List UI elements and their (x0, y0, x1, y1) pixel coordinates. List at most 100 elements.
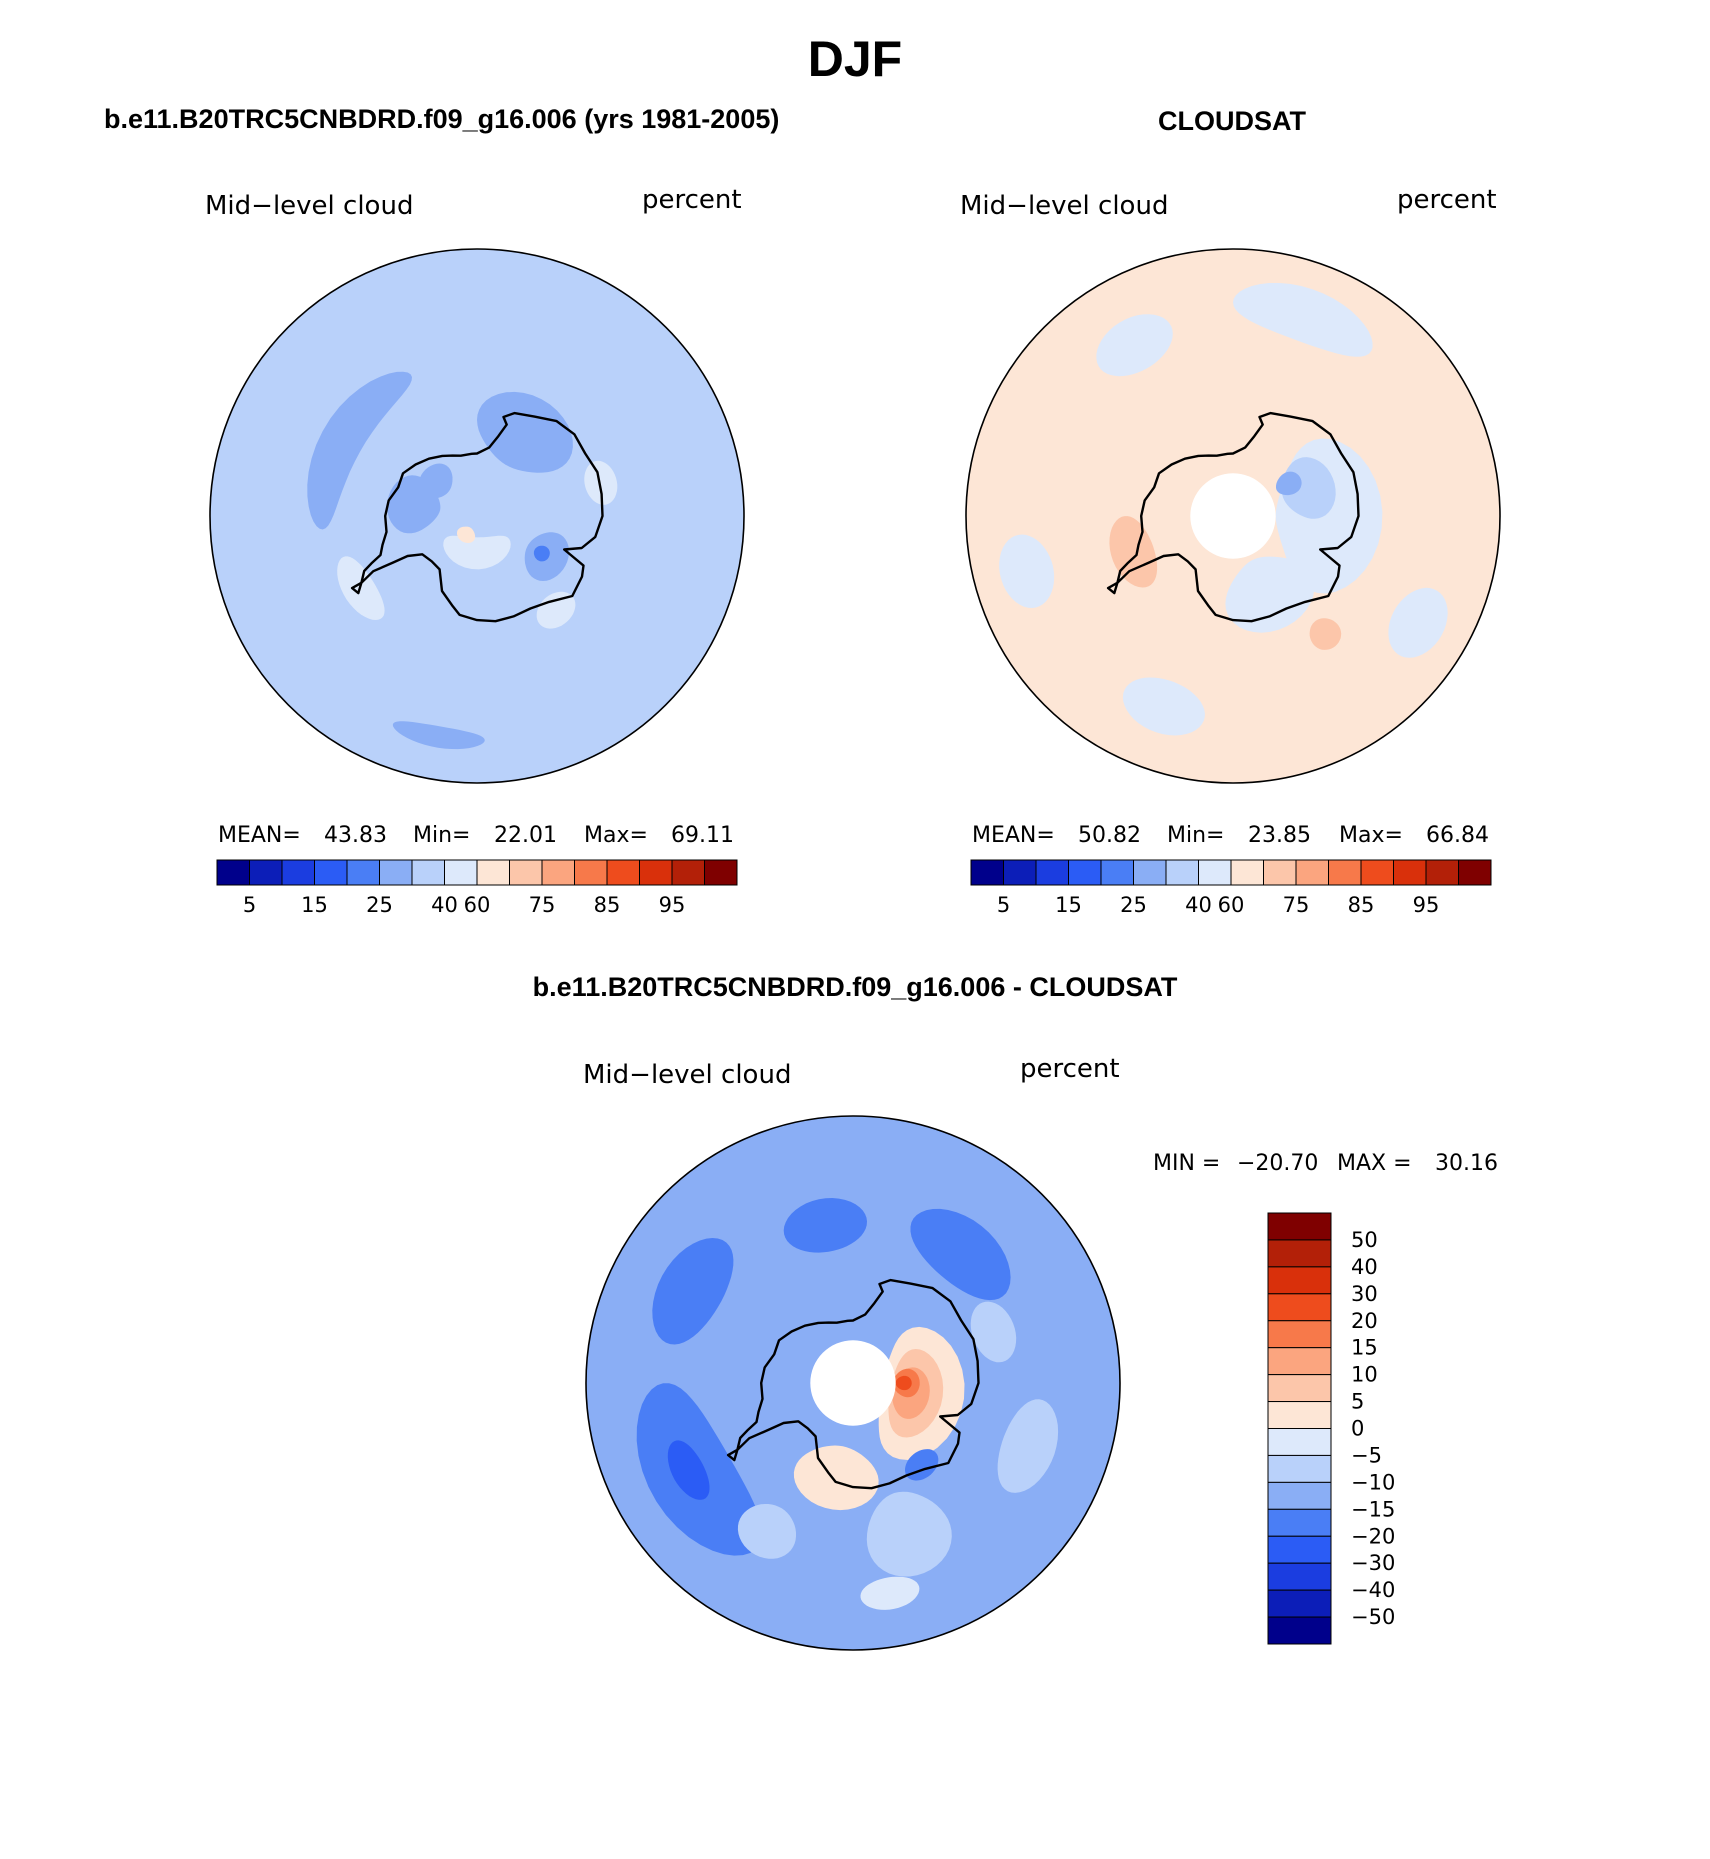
contour-region-5 (418, 463, 453, 499)
contour-region-15 (895, 1375, 912, 1391)
contour-region-0 (307, 371, 412, 530)
colorbar-tick-label: 40 (431, 893, 458, 917)
colorbar-swatch-8 (1267, 1428, 1332, 1456)
contour-region-8 (970, 1301, 1017, 1363)
colorbar-swatch-14 (1425, 859, 1459, 886)
colorbar-swatch-9 (509, 859, 543, 886)
figure-title: DJF (808, 31, 902, 87)
colorbar-tick-label: 15 (1351, 1336, 1378, 1360)
colorbar-swatch-14 (671, 859, 705, 886)
colorbar-swatch-6 (1267, 1374, 1332, 1403)
colorbar-tick-label: 25 (366, 893, 393, 917)
colorbar-tick-label: −30 (1351, 1551, 1395, 1575)
panel-obs-max-value: 66.84 (1426, 823, 1489, 848)
antarctica-coastline (726, 1278, 980, 1490)
colorbar-tick-label: 20 (1351, 1309, 1378, 1333)
panel-diff-max-value: 30.16 (1435, 1151, 1498, 1176)
colorbar-swatch-8 (476, 859, 510, 886)
colorbar-tick-label: −5 (1351, 1443, 1382, 1467)
colorbar-swatch-6 (1165, 859, 1199, 886)
colorbar-tick-label: −10 (1351, 1470, 1395, 1494)
panel-model-min-label: Min= (413, 823, 470, 848)
colorbar-swatch-10 (541, 859, 575, 886)
colorbar-swatch-9 (1263, 859, 1297, 886)
panel-obs-mean-value: 50.82 (1078, 823, 1141, 848)
contour-region-11 (584, 460, 618, 505)
panel-model: b.e11.B20TRC5CNBDRD.f09_g16.006 (yrs 198… (104, 104, 779, 917)
panel-diff: b.e11.B20TRC5CNBDRD.f09_g16.006 - CLOUDS… (533, 972, 1498, 1651)
contour-region-6 (737, 1504, 796, 1559)
colorbar-tick-label: 60 (464, 893, 491, 917)
colorbar-swatch-12 (606, 859, 640, 886)
colorbar-swatch-7 (444, 859, 478, 886)
antarctica-coastline (350, 411, 604, 623)
contour-region-11 (793, 1445, 879, 1511)
colorbar-tick-label: 75 (529, 893, 556, 917)
missing-data-pole-hole (810, 1340, 896, 1426)
panel-diff-units: percent (1020, 1054, 1120, 1084)
panel-model-colorbar: 5 15 25 40 60 75 85 95 (216, 859, 738, 917)
contour-region-1 (652, 1238, 734, 1345)
colorbar-tick-label: 85 (594, 893, 621, 917)
contour-region-8 (443, 535, 511, 570)
colorbar-swatch-2 (1267, 1266, 1332, 1295)
colorbar-tick-label: 75 (1283, 893, 1310, 917)
panel-model-max-label: Max= (584, 823, 648, 848)
colorbar-swatch-2 (281, 859, 315, 886)
panel-obs-mean-label: MEAN= (972, 823, 1055, 848)
colorbar-swatch-6 (411, 859, 445, 886)
panel-model-variable: Mid−level cloud (205, 191, 413, 221)
contour-region-2 (1276, 471, 1302, 496)
contour-region-4 (533, 545, 550, 562)
colorbar-swatch-12 (1360, 859, 1394, 886)
panel-model-max-value: 69.11 (671, 823, 734, 848)
colorbar-swatch-12 (1267, 1535, 1332, 1564)
contour-region-8 (1096, 314, 1173, 377)
colorbar-swatch-1 (1003, 859, 1037, 886)
colorbar-swatch-15 (1267, 1616, 1332, 1645)
colorbar-swatch-7 (1267, 1401, 1332, 1430)
colorbar-tick-label: 30 (1351, 1282, 1378, 1306)
panel-model-title: b.e11.B20TRC5CNBDRD.f09_g16.006 (yrs 198… (104, 104, 779, 134)
panel-diff-min-value: −20.70 (1237, 1151, 1318, 1176)
contour-region-10 (536, 591, 576, 629)
colorbar-swatch-11 (574, 859, 608, 886)
colorbar-swatch-5 (379, 859, 413, 886)
colorbar-swatch-5 (1133, 859, 1167, 886)
colorbar-tick-label: −50 (1351, 1605, 1395, 1629)
colorbar-tick-label: 95 (1413, 893, 1440, 917)
panel-model-min-value: 22.01 (494, 823, 557, 848)
map-background-field (210, 249, 744, 783)
panel-obs-colorbar: 5 15 25 40 60 75 85 95 (970, 859, 1492, 917)
map-frame (965, 248, 1501, 784)
contour-region-10 (1309, 618, 1342, 650)
colorbar-tick-label: 60 (1218, 893, 1245, 917)
contour-region-3 (1225, 556, 1315, 633)
panel-obs-units: percent (1397, 185, 1497, 215)
panel-obs-stats: MEAN= 50.82 Min= 23.85 Max= 66.84 (972, 823, 1489, 848)
colorbar-tick-label: 15 (1055, 893, 1082, 917)
colorbar-swatch-0 (970, 859, 1004, 886)
colorbar-tick-label: −40 (1351, 1578, 1395, 1602)
colorbar-swatch-4 (346, 859, 380, 886)
colorbar-swatch-11 (1267, 1508, 1332, 1537)
colorbar-swatch-13 (639, 859, 673, 886)
contour-region-6 (392, 721, 485, 750)
contour-region-5 (999, 534, 1055, 608)
panel-model-map (209, 248, 745, 784)
panel-obs-map (965, 248, 1501, 784)
colorbar-tick-label: 40 (1351, 1255, 1378, 1279)
contour-region-2 (910, 1208, 1011, 1301)
colorbar-swatch-10 (1295, 859, 1329, 886)
contour-region-9 (860, 1576, 920, 1610)
contour-region-4 (1122, 677, 1205, 736)
colorbar-swatch-5 (1267, 1347, 1332, 1376)
contour-region-7 (1388, 587, 1448, 658)
colorbar-swatch-13 (1267, 1562, 1332, 1591)
panel-diff-title: b.e11.B20TRC5CNBDRD.f09_g16.006 - CLOUDS… (533, 972, 1178, 1002)
panel-diff-map (585, 1115, 1121, 1651)
colorbar-tick-label: 10 (1351, 1363, 1378, 1387)
colorbar-swatch-15 (1458, 859, 1492, 886)
colorbar-swatch-4 (1100, 859, 1134, 886)
